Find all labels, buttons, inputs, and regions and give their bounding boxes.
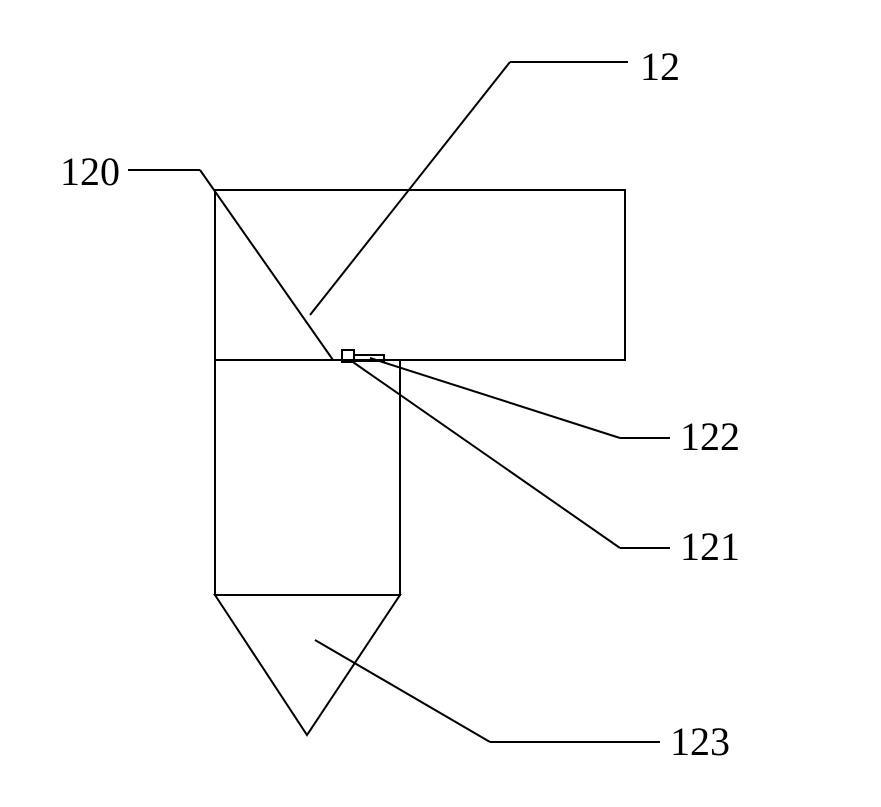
lower-body-rect bbox=[215, 360, 400, 595]
leader-line-12-1 bbox=[310, 62, 510, 315]
diagram-canvas: 12 120 122 121 123 bbox=[0, 0, 881, 807]
leader-line-121-1 bbox=[350, 360, 620, 548]
leader-line-120-1 bbox=[200, 170, 333, 360]
callout-label-121: 121 bbox=[680, 524, 740, 569]
shapes-layer bbox=[215, 190, 625, 735]
leader-line-123-1 bbox=[315, 640, 490, 742]
leader-line-122-1 bbox=[370, 358, 620, 438]
triangle-tip bbox=[215, 595, 400, 735]
callout-label-120: 120 bbox=[60, 149, 120, 194]
callout-label-123: 123 bbox=[670, 719, 730, 764]
callout-label-12: 12 bbox=[640, 44, 680, 89]
upper-body-rect bbox=[215, 190, 625, 360]
callout-label-122: 122 bbox=[680, 414, 740, 459]
